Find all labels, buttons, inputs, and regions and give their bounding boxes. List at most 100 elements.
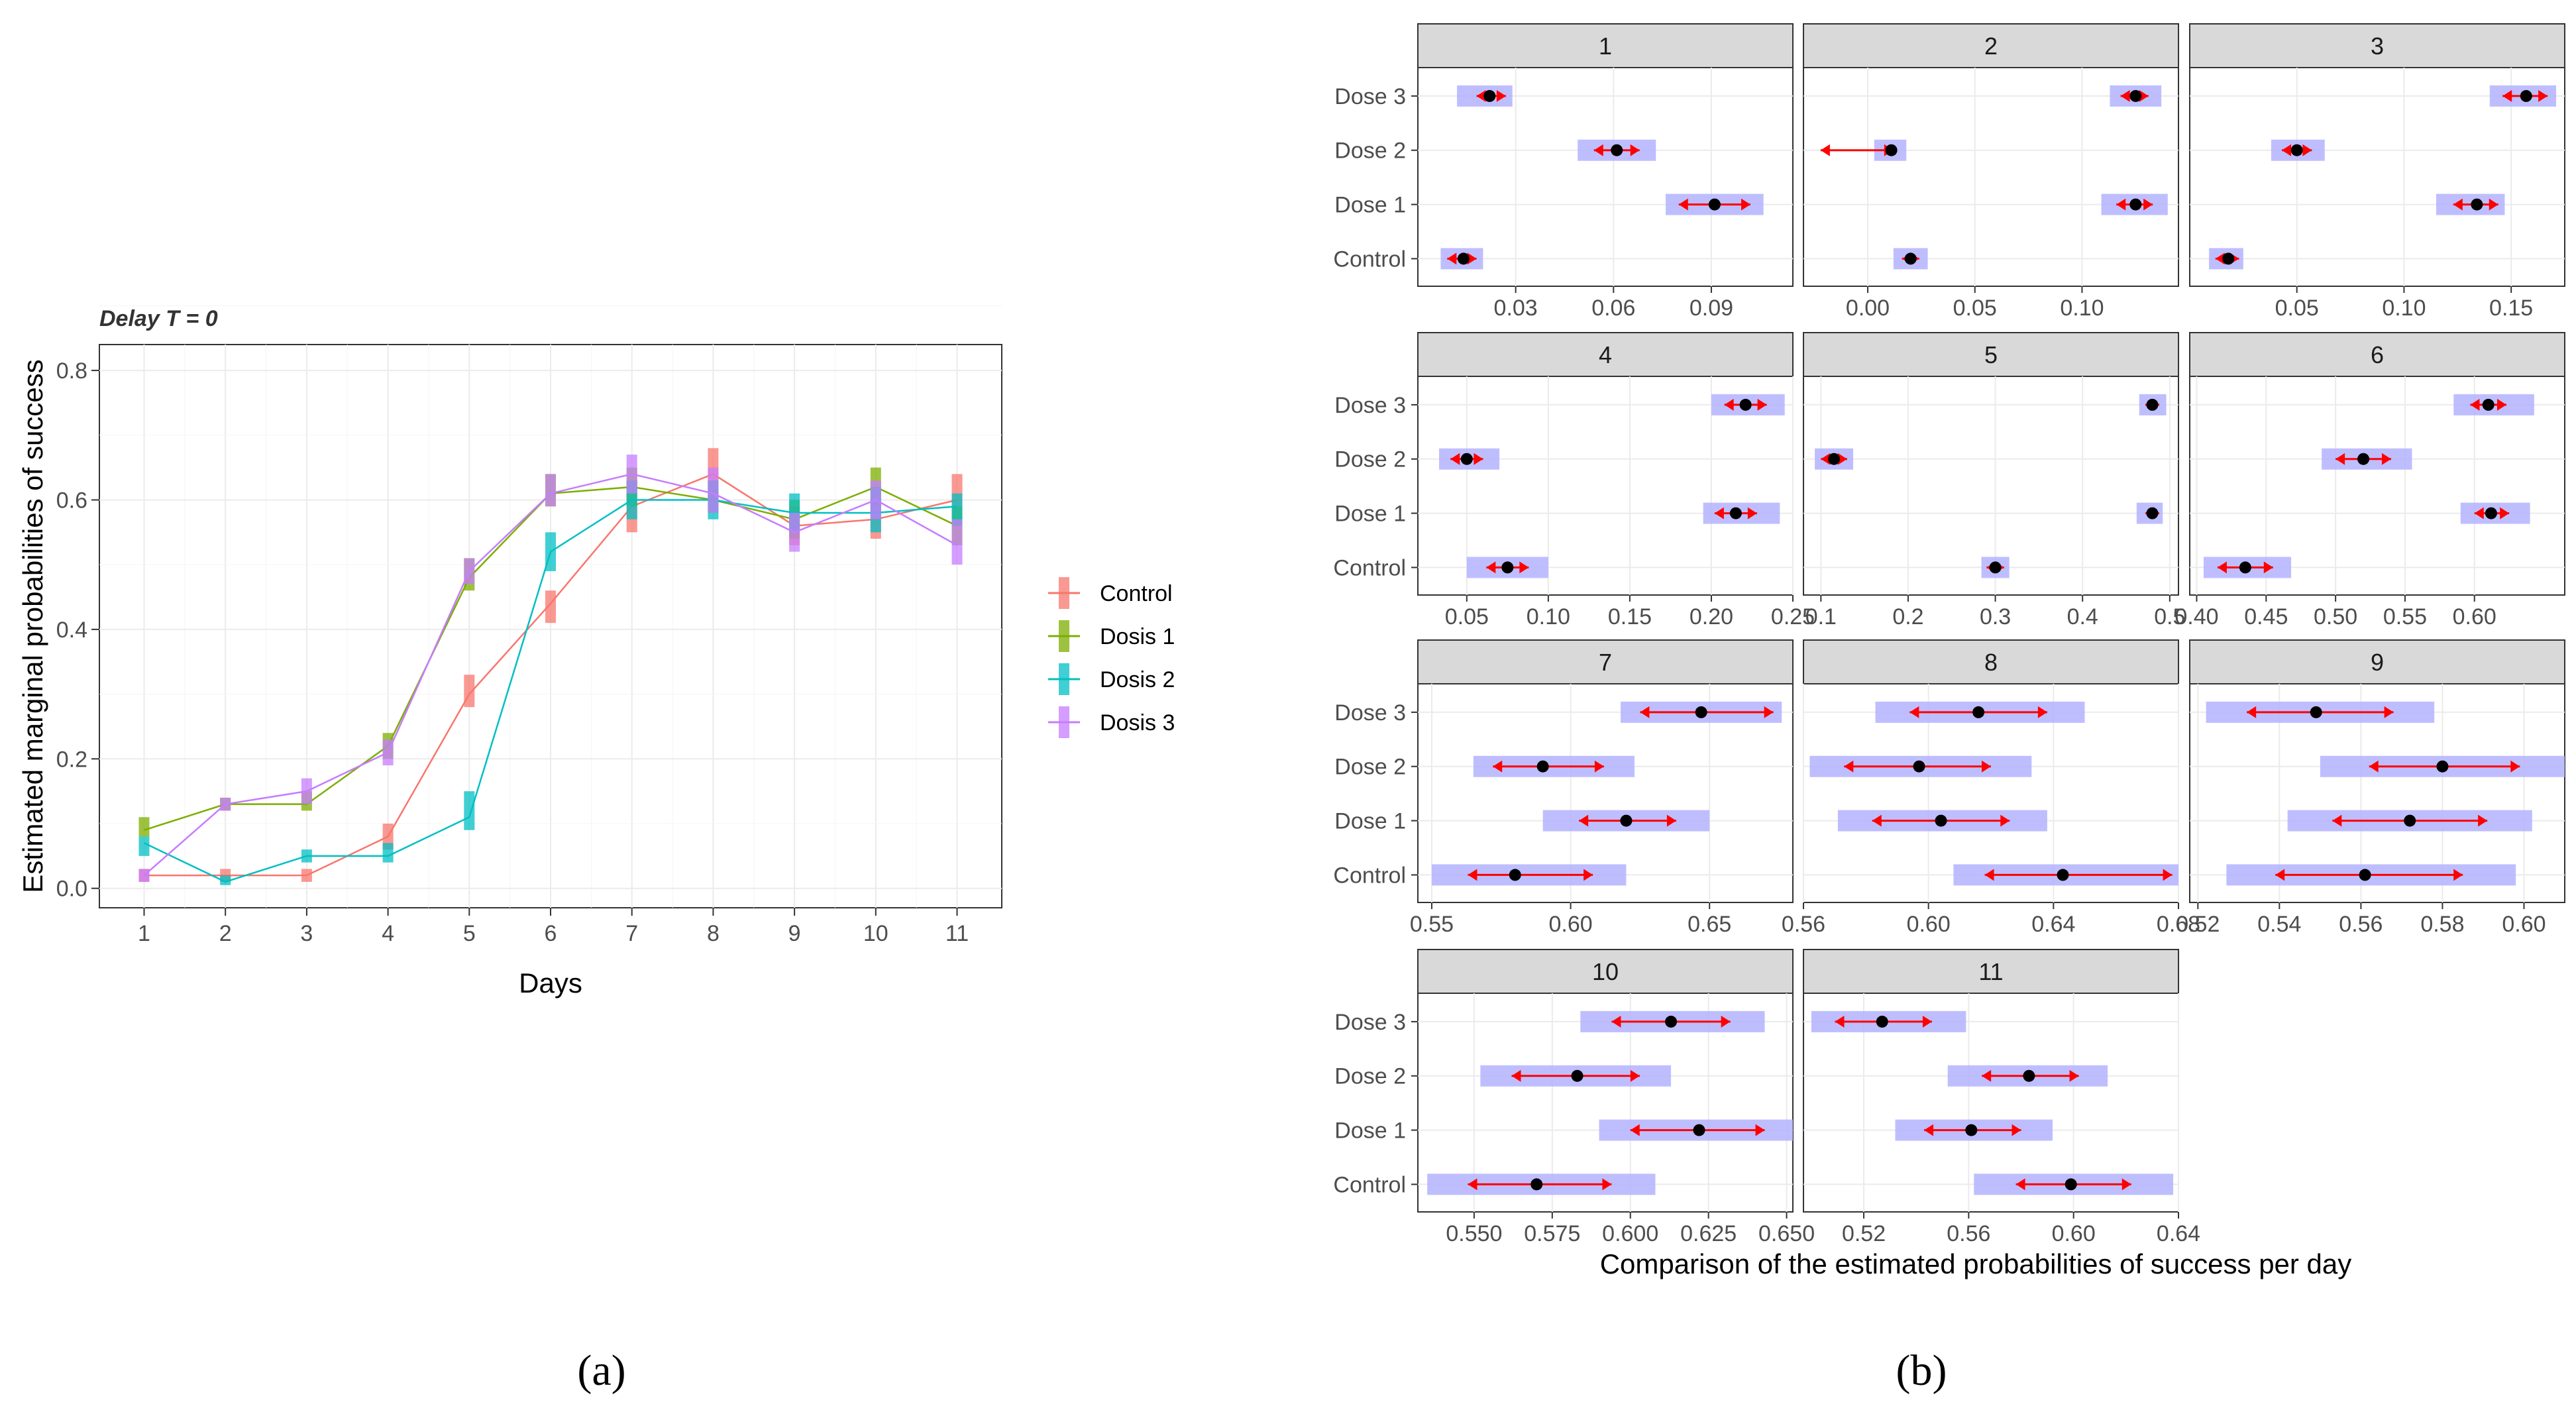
panel-b-x-tick-label: 0.4 <box>2067 604 2098 629</box>
panel-b-arrow-left <box>1579 814 1589 827</box>
panel-b-x-tick-label: 0.60 <box>1907 912 1951 937</box>
panel-b-x-tick-label: 0.68 <box>2157 912 2200 937</box>
panel-a-x-tick-label: 7 <box>625 921 638 946</box>
panel-a: 1 2 3 4 5 6 7 8 9 10 11 0.0 0.2 0.4 0.6 0.8 Delay T = 0… <box>17 305 1175 999</box>
panel-b-point-estimate <box>1571 1069 1583 1082</box>
panel-b-facet-strip <box>2189 23 2565 68</box>
panel-b-x-tick-label: 0.64 <box>2031 912 2075 937</box>
panel-a-error-bar <box>626 455 637 494</box>
panel-a-x-tick-label: 2 <box>219 921 232 946</box>
panel-b-arrow-right <box>2496 398 2506 411</box>
panel-b-point-estimate <box>2471 198 2483 211</box>
panel-b-x-tick-label: 0.2 <box>1892 604 1923 629</box>
panel-b-x-tick-label: 0.15 <box>1608 604 1652 629</box>
panel-b-x-tick-label: 0.60 <box>2502 912 2546 937</box>
panel-b-point-estimate <box>1509 869 1521 881</box>
panel-b-arrow-right <box>2489 198 2498 211</box>
panel-b-point-estimate <box>1904 252 1917 265</box>
panel-b-arrow-right <box>2263 561 2273 574</box>
panel-b-arrow-right <box>1474 453 1483 465</box>
panel-b-x-tick-label: 0.10 <box>2382 296 2426 321</box>
panel-b-point-estimate <box>2146 398 2159 411</box>
panel-a-legend-label: Control <box>1100 581 1173 606</box>
panel-b-arrow-left <box>1611 1015 1621 1028</box>
panel-a-y-tick-label: 0.6 <box>56 488 87 513</box>
panel-b-x-tick-label: 0.56 <box>2339 912 2383 937</box>
panel-b-arrow-left <box>1450 453 1460 465</box>
panel-b-point-estimate <box>2023 1069 2035 1082</box>
panel-a-error-bar <box>301 869 312 882</box>
panel-b-point-estimate <box>1501 561 1514 574</box>
panel-b-facet-strip-label: 3 <box>2371 32 2384 60</box>
panel-b-y-tick-label: Dose 2 <box>1334 138 1406 164</box>
panel-b-x-tick-label: 0.10 <box>1527 604 1570 629</box>
panel-b-point-estimate <box>1457 252 1470 265</box>
panel-b-point-estimate <box>2146 507 2159 519</box>
panel-b-y-tick-label: Control <box>1333 1172 1406 1197</box>
panel-b-arrow-right <box>1583 869 1593 881</box>
panel-b-facet-11: 11 0.52 0.56 0.60 0.64 <box>1803 949 2200 1246</box>
panel-b-point-estimate <box>1989 561 2002 574</box>
panel-b-point-estimate <box>2485 507 2497 519</box>
panel-b-facet-strip-label: 11 <box>1978 958 2003 985</box>
panel-b-facet-strip <box>2189 639 2565 684</box>
panel-b-arrow-left <box>1511 1069 1521 1082</box>
panel-b-arrow-right <box>1741 198 1751 211</box>
panel-b-arrow-left <box>1820 144 1830 156</box>
panel-b-facet-strip-label: 1 <box>1599 32 1612 60</box>
panel-b-x-tick-label: 0.5 <box>2154 604 2185 629</box>
panel-b-point-estimate <box>1695 706 1707 718</box>
panel-b-x-tick-label: 0.60 <box>2052 1221 2096 1246</box>
panel-b-y-tick-label: Dose 2 <box>1334 447 1406 472</box>
panel-b-point-estimate <box>1885 144 1898 156</box>
panel-b-x-tick-label: 0.54 <box>2257 912 2301 937</box>
panel-b-facet-strip-label: 4 <box>1599 341 1612 368</box>
panel-b-facet-strip <box>2189 332 2565 377</box>
panel-b-arrow-right <box>2384 706 2394 718</box>
panel-b-point-estimate <box>1708 198 1721 211</box>
panel-b-point-estimate <box>2129 89 2142 102</box>
panel-a-error-bar <box>464 791 475 830</box>
panel-a-error-bar <box>708 467 719 514</box>
panel-a-y-tick-label: 0.4 <box>56 618 87 643</box>
panel-b-facet-strip-label: 9 <box>2371 649 2384 676</box>
panel-b-point-estimate <box>1530 1178 1543 1191</box>
panel-b-arrow-right <box>1519 561 1529 574</box>
panel-a-error-bar <box>545 474 556 507</box>
panel-b-point-estimate <box>2129 198 2142 211</box>
panel-a-error-bar <box>545 590 556 624</box>
panel-b-y-tick-label: Control <box>1333 555 1406 580</box>
panel-b-y-tick-label: Dose 1 <box>1334 502 1406 527</box>
panel-b-point-estimate <box>2357 453 2370 465</box>
panel-a-error-bar <box>464 558 475 584</box>
panel-b-arrow-left <box>2120 89 2130 102</box>
panel-b-arrow-right <box>1721 1015 1731 1028</box>
panel-b-arrow-right <box>1757 398 1767 411</box>
panel-b-point-estimate <box>1913 760 1925 773</box>
panel-b-arrow-left <box>2215 252 2225 265</box>
panel-b-point-estimate <box>2239 561 2251 574</box>
panel-a-legend-label: Dosis 1 <box>1100 624 1175 649</box>
panel-b-x-tick-label: 0.55 <box>2383 604 2427 629</box>
panel-a-error-bar <box>138 836 150 856</box>
panel-b-arrow-left <box>1447 252 1457 265</box>
panel-b-arrow-left <box>1872 814 1882 827</box>
panel-b-arrow-right <box>2381 453 2391 465</box>
panel-a-error-bar <box>789 513 800 552</box>
panel-b-x-tick-label: 0.52 <box>1842 1221 1886 1246</box>
panel-b-x-tick-label: 0.60 <box>1548 912 1592 937</box>
panel-b-arrow-left <box>2116 198 2126 211</box>
panel-b-point-estimate <box>2482 398 2495 411</box>
panel-a-error-bar <box>464 675 475 708</box>
panel-b-y-tick-label: Dose 1 <box>1334 1118 1406 1144</box>
panel-b-arrow-right <box>2538 89 2548 102</box>
panel-b-y-tick-label: Dose 3 <box>1334 393 1406 418</box>
panel-b-facet-strip-label: 2 <box>1984 32 1998 60</box>
panel-b-arrow-left <box>2332 814 2342 827</box>
caption-b: (b) <box>1896 1346 1947 1395</box>
panel-b-arrow-right <box>2453 869 2463 881</box>
panel-b-arrow-left <box>2282 144 2292 156</box>
panel-b-arrow-left <box>1982 1069 1992 1082</box>
panel-a-grid <box>99 305 1002 908</box>
panel-b-point-estimate <box>1693 1124 1705 1136</box>
